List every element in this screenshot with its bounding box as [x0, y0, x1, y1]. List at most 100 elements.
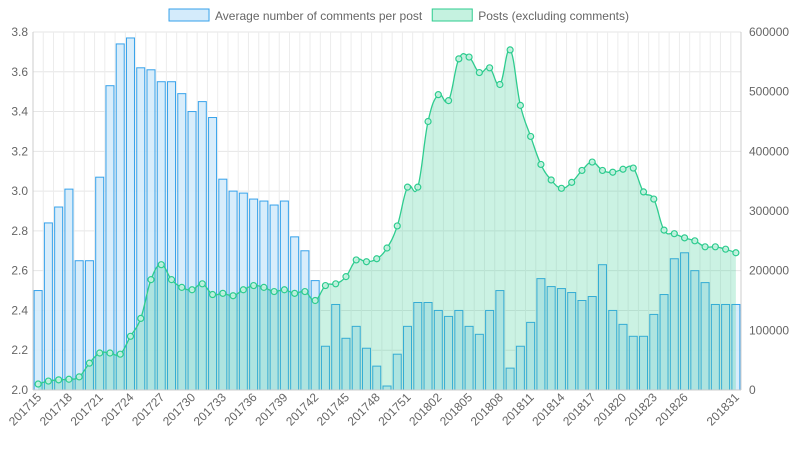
point-posts-201815	[568, 178, 576, 186]
point-posts-201731	[198, 280, 206, 288]
y-left-tick-label: 2.0	[11, 383, 28, 397]
point-posts-201721	[96, 349, 104, 357]
point-posts-201812	[537, 160, 545, 169]
point-posts-201715	[34, 380, 42, 388]
point-posts-201828	[701, 243, 709, 251]
point-posts-201829	[711, 243, 719, 251]
point-posts-201742	[311, 296, 319, 305]
y-left-tick-label: 3.6	[11, 65, 28, 79]
point-posts-201720	[85, 359, 94, 367]
point-posts-201749	[383, 244, 391, 252]
point-posts-201738	[270, 287, 278, 296]
point-posts-201739	[280, 286, 288, 294]
point-posts-201737	[260, 283, 268, 291]
point-posts-201810	[516, 101, 524, 109]
point-posts-201811	[527, 132, 535, 141]
point-posts-201827	[691, 237, 699, 245]
point-posts-201746	[352, 256, 360, 264]
point-posts-201814	[557, 184, 566, 192]
point-posts-201733	[219, 289, 227, 297]
legend: Average number of comments per post Posts…	[168, 8, 629, 23]
point-posts-201801	[424, 117, 432, 126]
x-tick-label: 201739	[252, 390, 290, 428]
bar-comments-201715	[33, 290, 43, 391]
point-posts-201732	[208, 290, 217, 299]
point-posts-201824	[660, 226, 668, 234]
x-tick-label: 201745	[314, 390, 352, 428]
legend-item-posts-label: Posts (excluding comments)	[478, 9, 629, 23]
point-posts-201716	[44, 377, 52, 385]
bar-comments-201716	[43, 222, 53, 391]
point-posts-201813	[547, 176, 555, 184]
point-posts-201728	[167, 276, 176, 284]
point-posts-201729	[178, 283, 186, 291]
point-posts-201821	[629, 164, 637, 172]
x-tick-label: 201742	[283, 390, 321, 428]
x-tick-label: 201814	[529, 390, 567, 428]
point-posts-201750	[393, 222, 401, 230]
y-left-tick-label: 3.8	[11, 25, 28, 39]
legend-item-comments-swatch	[168, 8, 210, 22]
point-posts-201722	[106, 349, 114, 357]
point-posts-201741	[301, 287, 309, 296]
point-posts-201719	[75, 373, 83, 381]
point-posts-201725	[137, 314, 145, 322]
point-posts-201752	[414, 183, 422, 191]
y-right-tick-label: 500000	[749, 85, 789, 99]
point-posts-201809	[506, 46, 514, 54]
y-right-tick-label: 200000	[749, 264, 789, 278]
x-tick-label: 201751	[375, 390, 413, 428]
x-tick-label: 201724	[98, 390, 136, 428]
point-posts-201718	[65, 375, 73, 383]
point-posts-201822	[639, 188, 648, 196]
point-posts-201717	[55, 376, 63, 384]
point-posts-201830	[722, 245, 730, 253]
point-posts-201736	[250, 281, 258, 290]
x-tick-label: 201727	[129, 390, 167, 428]
point-posts-201744	[332, 280, 340, 288]
point-posts-201747	[362, 258, 371, 266]
bar-comments-201719	[74, 260, 84, 391]
point-posts-201726	[147, 276, 155, 284]
point-posts-201817	[588, 158, 596, 166]
x-tick-label: 201802	[406, 390, 444, 428]
point-posts-201820	[619, 165, 627, 173]
point-posts-201735	[239, 286, 247, 294]
y-left-tick-label: 2.8	[11, 224, 28, 238]
point-posts-201745	[342, 273, 350, 281]
y-left-tick-label: 2.6	[11, 264, 28, 278]
point-posts-201743	[321, 281, 330, 290]
x-tick-label: 201831	[704, 390, 742, 428]
point-posts-201805	[465, 53, 473, 61]
point-posts-201823	[650, 195, 658, 203]
point-posts-201740	[291, 289, 299, 297]
y-left-tick-label: 3.0	[11, 184, 28, 198]
y-left-tick-label: 2.4	[11, 303, 28, 317]
y-left-tick-label: 3.2	[11, 144, 28, 158]
x-tick-label: 201823	[622, 390, 660, 428]
point-posts-201727	[157, 261, 165, 269]
area-posts-fill	[38, 49, 736, 390]
x-tick-label: 201820	[591, 390, 629, 428]
point-posts-201748	[373, 255, 381, 263]
point-posts-201825	[670, 230, 678, 238]
x-tick-label: 201826	[652, 390, 690, 428]
point-posts-201803	[444, 97, 453, 105]
area-series	[34, 46, 740, 390]
point-posts-201808	[496, 80, 504, 89]
y-left-tick-label: 2.2	[11, 343, 28, 357]
x-tick-label: 201811	[499, 390, 537, 428]
bar-comments-201717	[54, 206, 64, 391]
x-tick-label: 201733	[191, 390, 229, 428]
x-tick-label: 201748	[345, 390, 383, 428]
point-posts-201734	[229, 292, 237, 300]
point-posts-201802	[434, 91, 442, 99]
y-right-tick-label: 400000	[749, 144, 789, 158]
point-posts-201724	[126, 332, 135, 340]
x-tick-label: 201808	[468, 390, 506, 428]
bar-series	[33, 37, 741, 391]
x-tick-label: 201730	[160, 390, 198, 428]
x-tick-label: 201817	[560, 390, 598, 428]
